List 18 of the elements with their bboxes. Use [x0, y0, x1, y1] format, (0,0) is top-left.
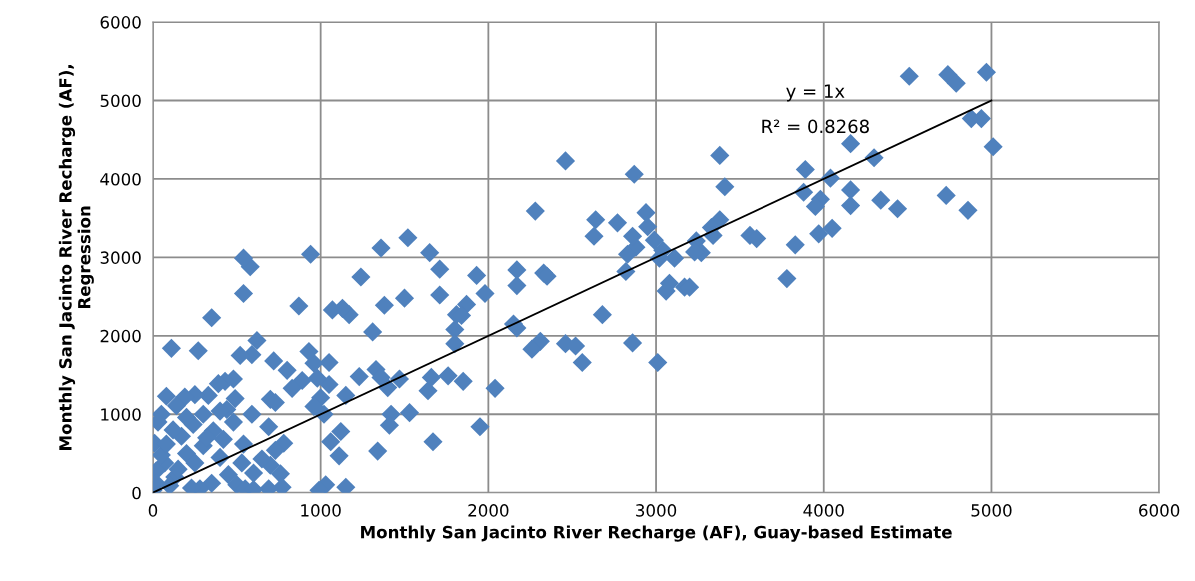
annotation: R² = 0.8268 [762, 119, 869, 134]
y-tick-label: 3000 [100, 251, 141, 264]
x-axis-title: Monthly San Jacinto River Recharge (AF), Guay-based Estimate [361, 525, 952, 542]
x-tick-label: 2000 [468, 504, 509, 517]
y-tick-label: 1000 [101, 408, 141, 421]
y-tick-label: 4000 [100, 172, 141, 186]
y-tick-label: 2000 [100, 329, 141, 343]
y-axis-title: Monthly San Jacinto River Recharge (AF), Regression [58, 65, 94, 450]
x-tick-label: 6000 [1139, 504, 1180, 517]
y-tick-label: 6000 [100, 16, 141, 29]
x-tick-label: 0 [148, 504, 158, 517]
x-tick-label: 4000 [803, 504, 844, 517]
x-tick-label: 1000 [301, 504, 341, 517]
annotation: y = 1x [786, 84, 845, 102]
x-tick-label: 5000 [971, 504, 1012, 517]
y-tick-label: 0 [132, 486, 141, 500]
y-tick-label: 5000 [100, 94, 141, 108]
x-tick-label: 3000 [636, 504, 677, 517]
